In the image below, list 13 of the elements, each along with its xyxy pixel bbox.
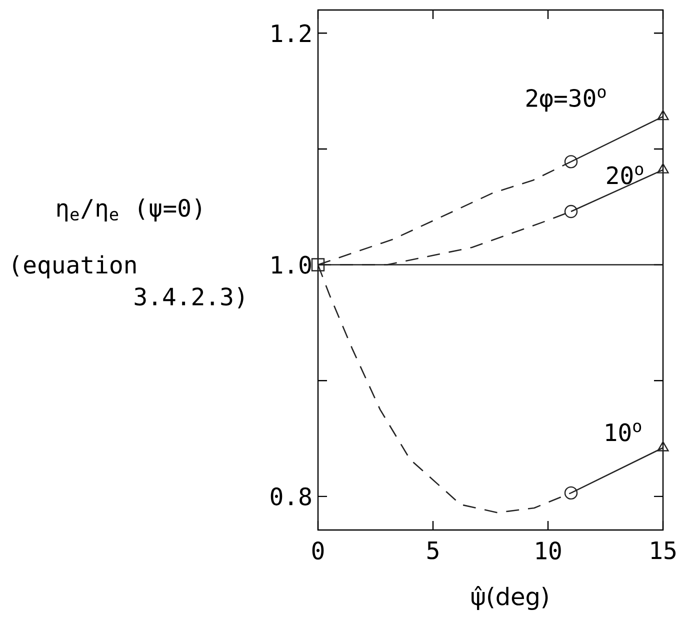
text: (equation 3.4.2.3) xyxy=(13,255,244,308)
x-axis-title: ψ̂(deg) xyxy=(472,586,548,610)
y-tick-label: 0.8 xyxy=(270,487,311,506)
annotation: 2φ=30$^{o}$ xyxy=(526,88,606,112)
annotation: 20$^{o}$ xyxy=(607,166,644,184)
y-tick-label: 1.0 xyxy=(272,256,311,274)
x-tick-label: 0 xyxy=(312,542,324,560)
x-tick-label: 10 xyxy=(536,542,561,560)
annotation: 10$^{o}$ xyxy=(606,422,642,442)
text: η$_{e}$/η$_{e}$ (ψ=0) xyxy=(57,198,201,222)
x-tick-label: 15 xyxy=(651,542,676,560)
x-tick-label: 5 xyxy=(427,542,438,560)
y-tick-label: 1.2 xyxy=(272,24,310,42)
